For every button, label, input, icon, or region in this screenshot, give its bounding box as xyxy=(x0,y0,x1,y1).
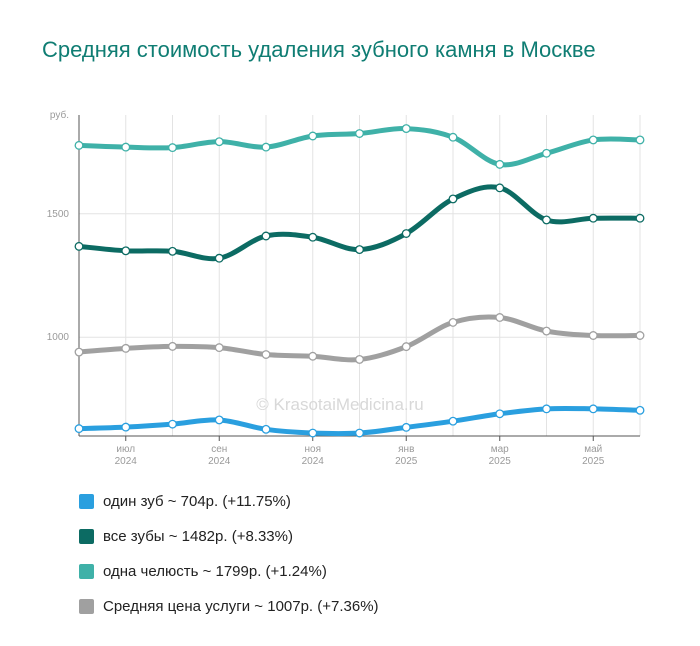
data-point xyxy=(214,253,224,263)
legend-item-one-tooth[interactable]: один зуб ~ 704р. (+11.75%) xyxy=(79,484,379,519)
x-tick-label-month: ноя xyxy=(305,444,322,455)
data-point xyxy=(261,424,271,434)
data-point xyxy=(588,213,598,223)
legend-swatch xyxy=(79,599,94,614)
x-tick-label-year: 2024 xyxy=(208,456,231,467)
data-point xyxy=(74,424,84,434)
data-point xyxy=(121,343,131,353)
chart-title: Средняя стоимость удаления зубного камня… xyxy=(42,37,596,62)
data-point xyxy=(635,405,645,415)
y-unit-label: руб. xyxy=(50,109,69,121)
x-tick-label-month: мар xyxy=(491,444,509,455)
legend-swatch xyxy=(79,564,94,579)
data-point xyxy=(588,135,598,145)
legend-item-all-teeth[interactable]: все зубы ~ 1482р. (+8.33%) xyxy=(79,519,379,554)
data-point xyxy=(261,142,271,152)
data-point xyxy=(74,241,84,251)
data-point xyxy=(495,159,505,169)
legend-label: одна челюсть ~ 1799р. (+1.24%) xyxy=(103,563,327,580)
data-point xyxy=(261,350,271,359)
legend-swatch xyxy=(79,494,94,509)
legend-label: Средняя цена услуги ~ 1007р. (+7.36%) xyxy=(103,598,379,615)
data-point xyxy=(588,331,598,340)
data-point xyxy=(214,137,224,147)
data-point xyxy=(495,409,505,419)
x-tick-label-year: 2025 xyxy=(489,456,512,467)
legend-item-average[interactable]: Средняя цена услуги ~ 1007р. (+7.36%) xyxy=(79,589,379,624)
data-point xyxy=(401,124,411,134)
x-tick-label-month: июл xyxy=(116,444,135,455)
series-layer xyxy=(74,124,645,438)
data-point xyxy=(448,317,458,327)
data-point xyxy=(168,143,177,153)
y-tick-label: 1000 xyxy=(47,332,70,343)
data-point xyxy=(542,326,551,336)
data-point xyxy=(401,422,411,432)
x-tick-label-year: 2025 xyxy=(582,456,605,467)
x-tick-label-month: сен xyxy=(211,444,227,455)
data-point xyxy=(448,194,458,204)
legend-item-one-jaw[interactable]: одна челюсть ~ 1799р. (+1.24%) xyxy=(79,554,379,589)
legend-label: все зубы ~ 1482р. (+8.33%) xyxy=(103,528,293,545)
data-point xyxy=(401,229,411,238)
data-point xyxy=(261,231,271,241)
data-point xyxy=(495,313,505,322)
data-point xyxy=(542,404,551,414)
data-point xyxy=(448,416,458,426)
y-tick-label: 1500 xyxy=(47,209,70,220)
data-point xyxy=(401,342,411,352)
watermark: © KrasotaiMedicina.ru xyxy=(256,395,424,414)
data-point xyxy=(121,142,131,152)
data-point xyxy=(214,415,224,425)
data-point xyxy=(308,232,318,242)
data-point xyxy=(448,132,458,142)
data-point xyxy=(635,331,645,340)
legend-swatch xyxy=(79,529,94,544)
data-point xyxy=(355,428,364,438)
data-point xyxy=(542,148,551,158)
data-point xyxy=(168,341,177,351)
data-point xyxy=(308,351,318,361)
data-point xyxy=(495,183,505,193)
x-tick-label-month: май xyxy=(584,444,602,455)
data-point xyxy=(121,422,131,432)
legend-label: один зуб ~ 704р. (+11.75%) xyxy=(103,493,291,510)
data-point xyxy=(168,246,177,256)
data-point xyxy=(168,419,177,429)
data-point xyxy=(355,355,364,364)
data-point xyxy=(121,246,131,256)
x-tick-label-year: 2025 xyxy=(395,456,418,467)
grid xyxy=(78,115,641,436)
data-point xyxy=(214,343,224,353)
x-tick-label-month: янв xyxy=(398,444,414,455)
x-tick-label-year: 2024 xyxy=(302,456,325,467)
x-tick-label-year: 2024 xyxy=(115,456,138,467)
data-point xyxy=(355,245,364,255)
legend: один зуб ~ 704р. (+11.75%) все зубы ~ 14… xyxy=(79,484,379,624)
data-point xyxy=(635,213,645,223)
data-point xyxy=(74,347,84,357)
line-chart: 10001500руб.июл2024сен2024ноя2024янв2025… xyxy=(47,109,645,467)
data-point xyxy=(542,215,551,225)
data-point xyxy=(355,129,364,138)
data-point xyxy=(308,428,318,438)
data-point xyxy=(74,140,84,150)
data-point xyxy=(635,135,645,145)
data-point xyxy=(588,404,598,414)
data-point xyxy=(308,131,318,141)
